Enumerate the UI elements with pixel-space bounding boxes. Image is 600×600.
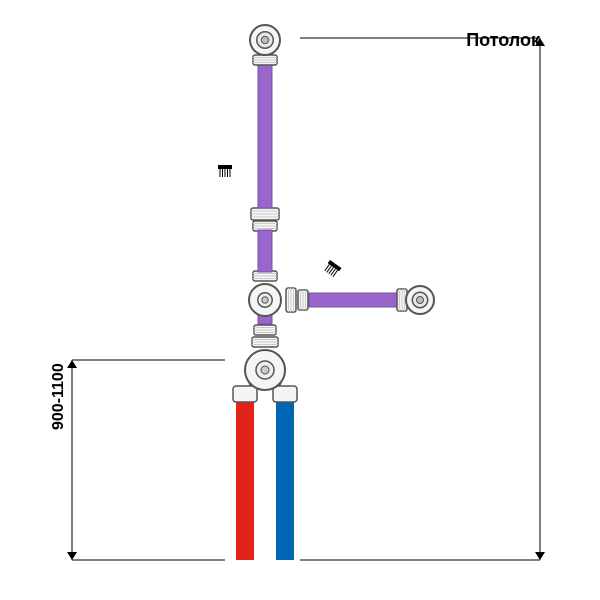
- height-range-label: 900-1100: [50, 363, 68, 430]
- ceiling-label: Потолок: [466, 30, 540, 51]
- plumbing-diagram: [0, 0, 600, 600]
